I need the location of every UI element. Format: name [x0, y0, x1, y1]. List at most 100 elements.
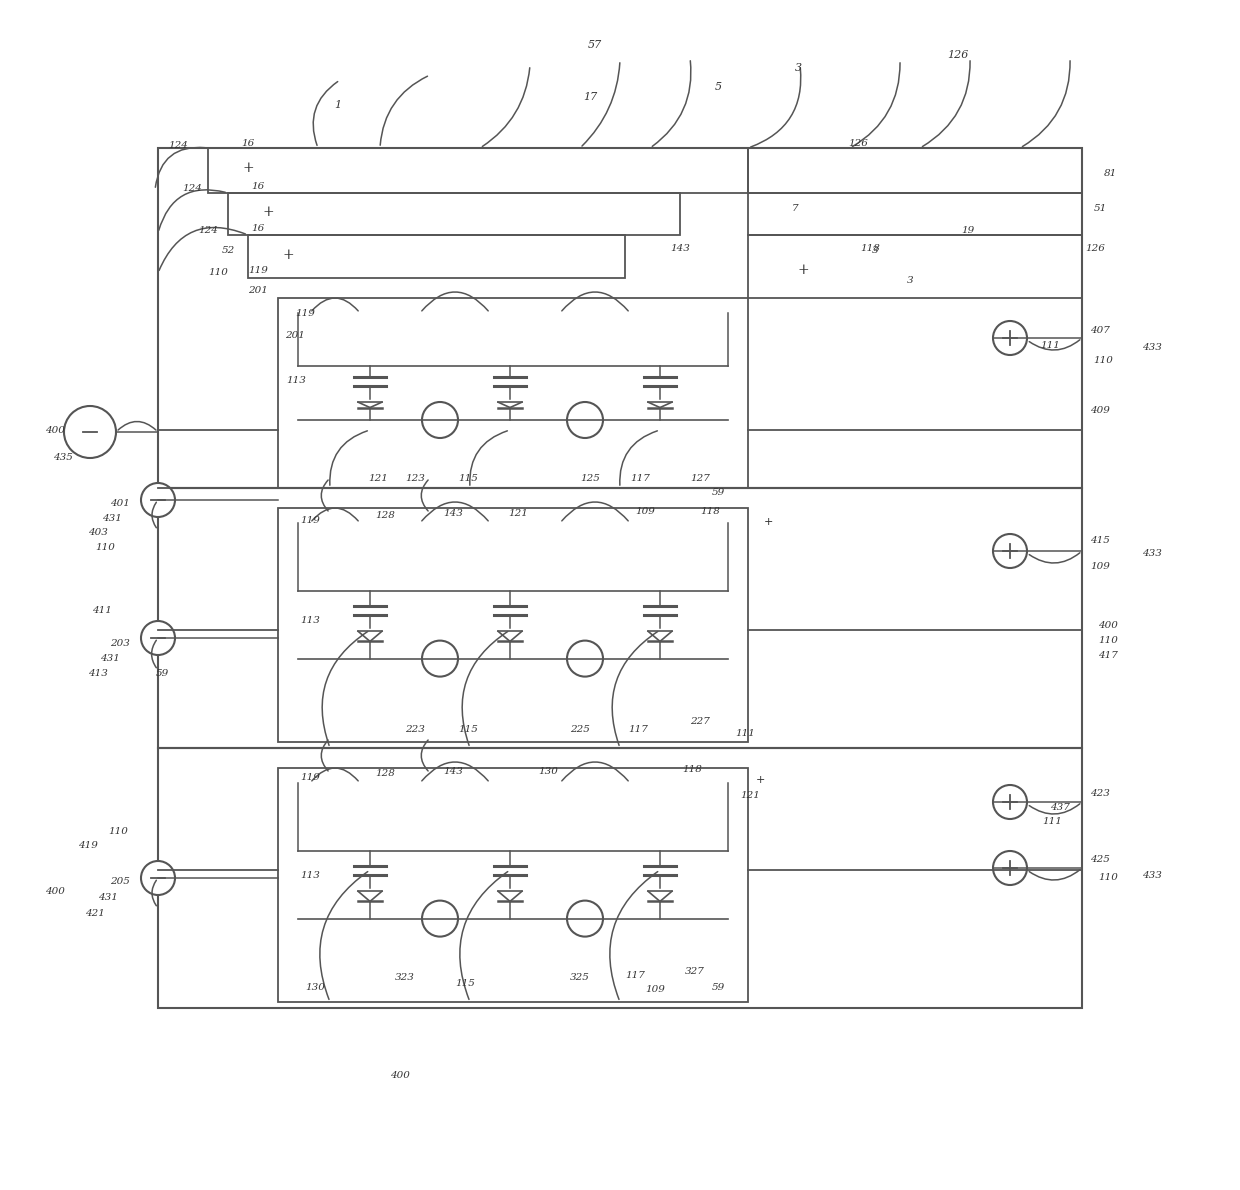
- Circle shape: [993, 321, 1027, 355]
- Text: 205: 205: [110, 877, 130, 887]
- Text: 110: 110: [1099, 635, 1118, 645]
- Text: 59: 59: [712, 983, 724, 992]
- Circle shape: [141, 621, 175, 655]
- Bar: [248, 234, 625, 278]
- Text: 109: 109: [1090, 562, 1110, 570]
- Text: 323: 323: [396, 973, 415, 983]
- Text: 124: 124: [198, 225, 218, 234]
- Circle shape: [993, 785, 1027, 819]
- Text: 411: 411: [92, 606, 112, 614]
- Text: 57: 57: [588, 40, 603, 50]
- Text: 113: 113: [300, 615, 320, 625]
- Text: 431: 431: [98, 892, 118, 902]
- Text: +: +: [262, 205, 274, 219]
- Text: 16: 16: [242, 138, 254, 148]
- Text: 110: 110: [1099, 873, 1118, 883]
- Text: 121: 121: [368, 474, 388, 482]
- Text: 413: 413: [88, 669, 108, 677]
- Text: +: +: [242, 161, 254, 175]
- Text: 421: 421: [86, 908, 105, 917]
- Text: 115: 115: [455, 978, 475, 988]
- Text: 143: 143: [443, 508, 463, 518]
- Text: 3: 3: [795, 63, 801, 73]
- Text: 223: 223: [405, 726, 425, 734]
- Circle shape: [422, 640, 458, 677]
- Text: 59: 59: [155, 669, 169, 677]
- Text: 128: 128: [374, 511, 394, 520]
- Text: 1: 1: [335, 100, 341, 109]
- Text: +: +: [797, 263, 808, 277]
- Text: 118: 118: [701, 507, 720, 515]
- Text: 431: 431: [102, 514, 122, 522]
- Text: 113: 113: [286, 376, 306, 384]
- Text: 203: 203: [110, 639, 130, 647]
- Bar: [748, 234, 1083, 298]
- Text: 125: 125: [580, 474, 600, 482]
- Text: 415: 415: [1090, 536, 1110, 545]
- Text: 400: 400: [45, 888, 64, 896]
- Text: 201: 201: [248, 286, 268, 294]
- Text: 126: 126: [1085, 244, 1105, 252]
- Text: 128: 128: [374, 769, 394, 777]
- Text: 118: 118: [861, 244, 880, 252]
- Circle shape: [64, 406, 117, 458]
- Text: 117: 117: [625, 971, 645, 979]
- Text: 225: 225: [570, 726, 590, 734]
- Text: 117: 117: [630, 474, 650, 482]
- Text: 407: 407: [1090, 326, 1110, 334]
- Bar: [157, 148, 1083, 488]
- Circle shape: [993, 534, 1027, 568]
- Text: 431: 431: [100, 653, 120, 663]
- Text: 19: 19: [961, 225, 975, 234]
- Circle shape: [993, 851, 1027, 885]
- Text: 16: 16: [252, 182, 264, 190]
- Text: 400: 400: [1099, 620, 1118, 630]
- Text: 400: 400: [45, 426, 64, 434]
- Circle shape: [422, 901, 458, 937]
- Text: 433: 433: [1142, 871, 1162, 879]
- Text: 401: 401: [110, 499, 130, 507]
- Text: 130: 130: [305, 983, 325, 992]
- Text: 52: 52: [222, 245, 234, 255]
- Text: 423: 423: [1090, 789, 1110, 797]
- Text: 110: 110: [108, 827, 128, 837]
- Text: 126: 126: [848, 138, 868, 148]
- Circle shape: [141, 483, 175, 516]
- Text: 124: 124: [169, 140, 188, 150]
- Text: 115: 115: [458, 474, 477, 482]
- Circle shape: [567, 640, 603, 677]
- Text: 433: 433: [1142, 549, 1162, 557]
- Circle shape: [422, 402, 458, 438]
- Bar: [228, 193, 680, 234]
- Text: 435: 435: [53, 452, 73, 462]
- Text: 16: 16: [252, 224, 264, 232]
- Circle shape: [141, 862, 175, 895]
- Text: +: +: [283, 248, 294, 262]
- Text: 110: 110: [208, 268, 228, 276]
- Text: 110: 110: [1094, 356, 1114, 364]
- Text: 109: 109: [645, 985, 665, 995]
- Bar: [208, 148, 748, 193]
- Text: 433: 433: [1142, 343, 1162, 351]
- Text: 425: 425: [1090, 856, 1110, 864]
- Bar: [748, 193, 1083, 234]
- Text: 417: 417: [1099, 651, 1118, 659]
- Text: 110: 110: [95, 543, 115, 551]
- Text: 327: 327: [684, 967, 704, 977]
- Text: 201: 201: [285, 331, 305, 339]
- Text: 111: 111: [1040, 340, 1060, 350]
- Text: 113: 113: [300, 871, 320, 879]
- Text: 119: 119: [300, 515, 320, 525]
- Text: 3: 3: [906, 276, 914, 284]
- Text: 143: 143: [670, 244, 689, 252]
- Text: 5: 5: [714, 82, 722, 92]
- Text: 127: 127: [691, 474, 711, 482]
- Text: 117: 117: [629, 726, 649, 734]
- Text: 403: 403: [88, 527, 108, 537]
- Text: 111: 111: [1042, 818, 1061, 827]
- Text: 400: 400: [391, 1071, 410, 1079]
- Text: 81: 81: [1104, 169, 1117, 177]
- Text: 123: 123: [405, 474, 425, 482]
- Text: +: +: [764, 516, 773, 527]
- Bar: [278, 508, 748, 743]
